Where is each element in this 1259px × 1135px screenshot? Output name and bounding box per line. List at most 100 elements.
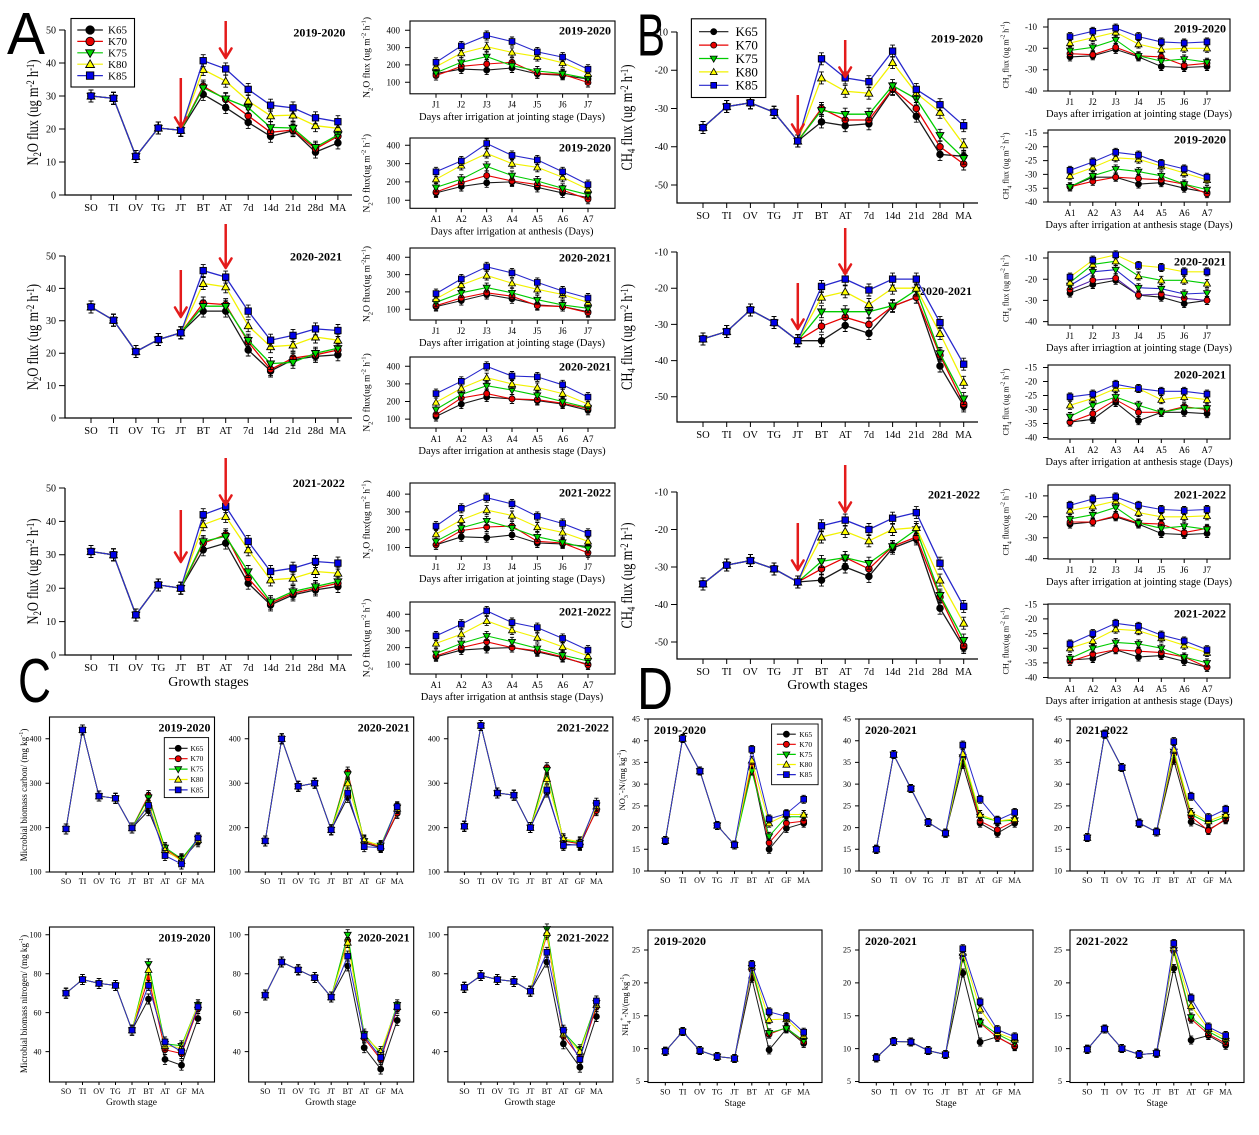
svg-text:CH4 flux (ug m-2 h-1): CH4 flux (ug m-2 h-1): [619, 523, 638, 629]
svg-text:J7: J7: [1203, 97, 1212, 107]
svg-text:J4: J4: [508, 100, 517, 110]
svg-text:10: 10: [1054, 867, 1062, 876]
svg-text:7d: 7d: [864, 667, 875, 678]
svg-text:2019-2020: 2019-2020: [559, 24, 611, 38]
svg-text:A4: A4: [1133, 684, 1144, 694]
svg-text:TI: TI: [109, 426, 119, 437]
svg-text:2021-2022: 2021-2022: [557, 931, 609, 945]
svg-text:D: D: [637, 656, 673, 722]
svg-text:SO: SO: [1082, 1088, 1092, 1097]
svg-text:TI: TI: [477, 1087, 485, 1096]
svg-text:J6: J6: [1180, 565, 1189, 575]
svg-text:GF: GF: [1203, 876, 1214, 885]
svg-text:28d: 28d: [932, 211, 949, 222]
svg-text:40: 40: [843, 736, 851, 745]
svg-text:Microbial biomass carbon/ (mg: Microbial biomass carbon/ (mg kg-1): [18, 729, 29, 862]
svg-text:15: 15: [632, 1012, 640, 1021]
svg-text:OV: OV: [292, 1087, 304, 1096]
svg-text:A6: A6: [1179, 445, 1190, 455]
svg-text:A5: A5: [532, 680, 543, 690]
svg-text:40: 40: [432, 1047, 440, 1056]
svg-text:2019-2020: 2019-2020: [559, 141, 611, 155]
svg-text:7d: 7d: [243, 203, 254, 214]
svg-text:AT: AT: [839, 667, 852, 678]
svg-text:A2: A2: [1087, 445, 1098, 455]
svg-text:AT: AT: [764, 876, 774, 885]
svg-text:BT: BT: [196, 203, 210, 214]
svg-text:Growth stage: Growth stage: [504, 1098, 555, 1108]
svg-text:AT: AT: [219, 203, 232, 214]
svg-text:N2O flux(ug m-2 h-1): N2O flux(ug m-2 h-1): [361, 134, 375, 213]
svg-text:OV: OV: [743, 430, 759, 441]
svg-text:J1: J1: [1066, 97, 1074, 107]
svg-text:BT: BT: [815, 667, 829, 678]
svg-text:J7: J7: [584, 326, 593, 336]
svg-text:TG: TG: [309, 877, 320, 886]
svg-text:2020-2021: 2020-2021: [1174, 255, 1226, 269]
svg-text:OV: OV: [1116, 876, 1128, 885]
svg-text:2020-2021: 2020-2021: [290, 250, 342, 264]
svg-text:35: 35: [1054, 758, 1062, 767]
svg-text:TG: TG: [110, 1087, 121, 1096]
svg-text:2020-2021: 2020-2021: [865, 723, 917, 737]
svg-text:14d: 14d: [263, 663, 280, 674]
svg-text:300: 300: [30, 779, 42, 788]
svg-text:400: 400: [387, 25, 401, 35]
svg-text:J7: J7: [1203, 331, 1212, 341]
svg-text:CH4 flux (ug m-2 h-1): CH4 flux (ug m-2 h-1): [619, 64, 638, 170]
svg-text:30: 30: [632, 780, 640, 789]
svg-text:N2O flux (ug m-2 h-1): N2O flux (ug m-2 h-1): [25, 60, 44, 166]
svg-text:7d: 7d: [243, 426, 254, 437]
svg-text:JT: JT: [793, 667, 804, 678]
svg-text:A1: A1: [431, 680, 442, 690]
svg-text:SO: SO: [660, 876, 670, 885]
svg-text:A5: A5: [1156, 445, 1167, 455]
svg-text:2019-2020: 2019-2020: [1174, 22, 1226, 36]
svg-text:JT: JT: [128, 877, 136, 886]
svg-text:200: 200: [428, 823, 440, 832]
svg-text:28d: 28d: [932, 667, 949, 678]
svg-text:J1: J1: [432, 562, 440, 572]
svg-text:K80: K80: [799, 760, 812, 769]
svg-text:Days after irrigation at anthe: Days after irrigation at anthesis stage …: [1045, 457, 1233, 468]
svg-text:14d: 14d: [885, 667, 902, 678]
svg-text:400: 400: [387, 361, 401, 371]
svg-text:K70: K70: [108, 36, 127, 48]
svg-text:MA: MA: [955, 667, 972, 678]
svg-text:2021-2022: 2021-2022: [1174, 607, 1226, 621]
svg-text:5: 5: [636, 1077, 640, 1086]
svg-text:28d: 28d: [308, 203, 325, 214]
svg-text:Days after irrigation at anthe: Days after irrigation at anthesis stage …: [1045, 696, 1233, 707]
svg-text:JT: JT: [793, 211, 804, 222]
svg-text:20: 20: [632, 823, 640, 832]
svg-text:-40: -40: [1025, 317, 1037, 327]
svg-text:2021-2022: 2021-2022: [928, 488, 980, 502]
svg-text:J2: J2: [1089, 331, 1097, 341]
svg-text:K70: K70: [799, 740, 812, 749]
svg-text:K65: K65: [799, 730, 812, 739]
svg-text:AT: AT: [975, 876, 985, 885]
svg-text:JT: JT: [176, 426, 187, 437]
svg-text:TI: TI: [890, 876, 898, 885]
svg-text:35: 35: [843, 758, 851, 767]
svg-text:J3: J3: [1112, 565, 1121, 575]
svg-text:21d: 21d: [908, 211, 925, 222]
svg-text:-40: -40: [655, 142, 668, 153]
svg-text:JT: JT: [526, 1087, 534, 1096]
svg-text:28d: 28d: [932, 430, 949, 441]
svg-text:Growth stage: Growth stage: [305, 1098, 356, 1108]
svg-text:40: 40: [233, 1047, 241, 1056]
svg-text:-35: -35: [1025, 658, 1037, 668]
svg-text:80: 80: [34, 969, 42, 978]
svg-text:N2O flux(ug m-2 h-1): N2O flux(ug m-2 h-1): [361, 480, 375, 559]
svg-text:40: 40: [632, 736, 640, 745]
svg-text:J2: J2: [1089, 565, 1097, 575]
svg-text:28d: 28d: [308, 426, 325, 437]
svg-text:TI: TI: [109, 203, 119, 214]
svg-text:AT: AT: [839, 430, 852, 441]
svg-text:J5: J5: [1157, 565, 1166, 575]
svg-text:A2: A2: [456, 680, 467, 690]
svg-text:300: 300: [387, 507, 401, 517]
svg-text:AT: AT: [1186, 1088, 1196, 1097]
svg-text:OV: OV: [1116, 1088, 1128, 1097]
